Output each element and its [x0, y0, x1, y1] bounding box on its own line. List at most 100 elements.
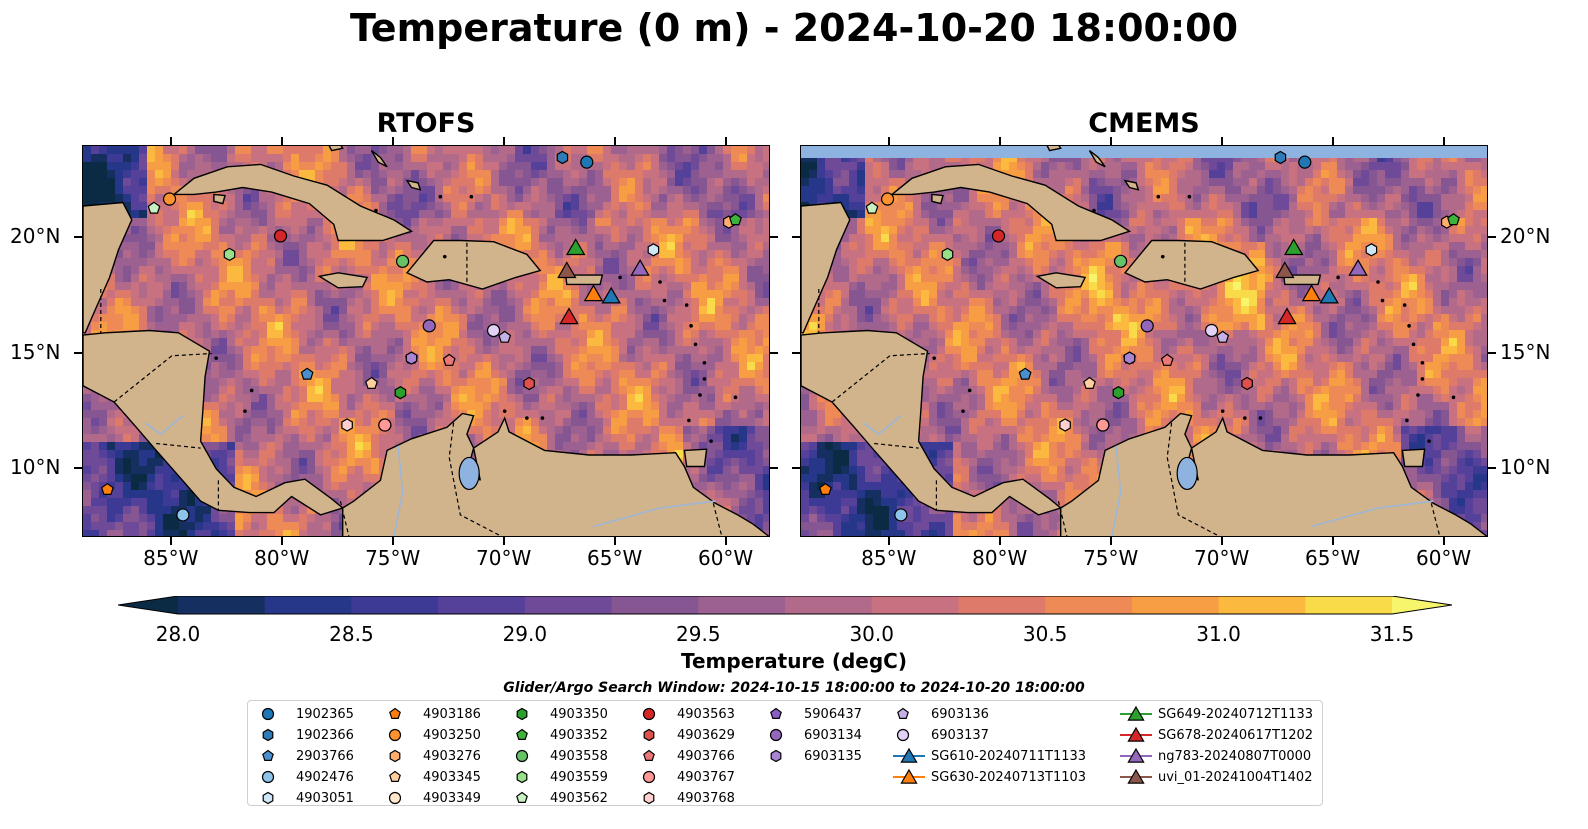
colorbar-segment [785, 596, 873, 614]
legend-item: 4903558 [510, 746, 608, 766]
country-border [874, 442, 919, 449]
colorbar-segment [611, 596, 699, 614]
marker-4903559 [941, 247, 954, 262]
legend-item: 4903276 [383, 746, 481, 766]
landmass-isle_youth [213, 193, 226, 205]
legend-item: 4903767 [637, 767, 735, 787]
island [1420, 377, 1425, 381]
island [1220, 409, 1225, 413]
legend-label: SG630-20240713T1103 [931, 769, 1087, 785]
x-tick-mark [613, 537, 616, 545]
marker-6903135 [1123, 351, 1136, 365]
x-tick-mark [1442, 137, 1445, 145]
marker-4903352 [729, 213, 742, 226]
marker-2903766 [300, 367, 314, 380]
island [1405, 418, 1409, 423]
marker-4903186 [100, 482, 114, 495]
island [1451, 395, 1456, 400]
marker-1902365 [1298, 155, 1312, 169]
island [1402, 303, 1407, 307]
marker-6903137 [486, 323, 501, 338]
x-tick-mark [887, 537, 890, 545]
legend-item: 1902366 [256, 725, 354, 745]
marker-4903562 [865, 201, 879, 214]
island [1416, 393, 1420, 397]
legend-symbol [769, 728, 783, 742]
x-tick-label: 75°W [1083, 546, 1139, 570]
country-border [1166, 422, 1221, 536]
marker-SG630-20240713T1103 [1301, 284, 1322, 302]
legend-symbol [516, 770, 528, 784]
marker-1902365 [580, 155, 594, 169]
marker-4903345 [1083, 376, 1096, 389]
landmass-cuba [890, 163, 1132, 242]
legend-label: 6903136 [931, 706, 989, 722]
landmass-southAm [1060, 412, 1487, 536]
island [1187, 194, 1192, 199]
marker-uvi_01-20241004T1402 [1275, 261, 1295, 279]
island [693, 342, 698, 347]
island [689, 324, 693, 328]
marker-4903766 [1160, 353, 1174, 366]
marker-6903134 [1140, 319, 1154, 333]
legend-symbol [389, 749, 401, 763]
legend-item: 4903186 [383, 704, 481, 724]
x-tick-label: 65°W [1305, 546, 1361, 570]
colorbar-tick-label: 28.5 [329, 622, 374, 646]
legend-item: 4903051 [256, 788, 354, 808]
legend-item: 4903345 [383, 767, 481, 787]
colorbar-tick-label: 28.0 [155, 622, 201, 646]
legend-symbol [643, 791, 655, 805]
legend-item: 4903563 [637, 704, 735, 724]
marker-4903559 [223, 247, 236, 262]
marker-4903629 [1241, 376, 1253, 391]
marker-4903766 [442, 353, 456, 366]
landmass-jamaica [1035, 272, 1087, 289]
y-tick-mark [792, 236, 800, 239]
island [1092, 208, 1096, 213]
x-tick-mark [280, 137, 283, 145]
landmass-bahamas2 [1088, 150, 1106, 168]
x-tick-mark [1331, 537, 1334, 545]
river [593, 500, 716, 528]
legend-label: uvi_01-20241004T1402 [1158, 769, 1313, 785]
colorbar-segment [178, 596, 266, 614]
island [469, 194, 474, 199]
legend-symbol [262, 791, 274, 805]
country-border [831, 352, 930, 403]
legend-item: 4903349 [383, 788, 481, 808]
legend-item: 6903137 [891, 725, 989, 745]
legend: 1902365 1902366 2903766 4902476 4903051 49031… [247, 700, 1323, 806]
legend-label: 4903766 [677, 748, 735, 764]
colorbar-segment [871, 596, 959, 614]
legend-symbol [770, 707, 782, 719]
marker-ng783-20240807T0000 [1348, 258, 1368, 276]
country-border [339, 500, 350, 536]
river [144, 415, 184, 436]
x-tick-label: 80°W [972, 546, 1028, 570]
legend-label: 4903349 [423, 790, 481, 806]
marker-SG649-20240712T1133 [565, 238, 586, 256]
river [393, 445, 404, 536]
legend-item: 6903134 [764, 725, 862, 745]
x-tick-mark [502, 137, 505, 145]
landmass-hispaniola [1123, 239, 1260, 290]
y-tick-label: 20°N [1500, 224, 1551, 249]
island [658, 280, 662, 284]
country-border [113, 352, 212, 403]
panel-title-rtofs: RTOFS [376, 108, 476, 139]
legend-item: 4903562 [510, 788, 608, 808]
x-tick-mark [613, 137, 616, 145]
island [243, 409, 247, 413]
legend-symbol [516, 728, 528, 740]
marker-4903563 [991, 229, 1006, 243]
legend-symbol [1127, 726, 1145, 742]
island [1243, 416, 1247, 420]
x-tick-label: 70°W [1194, 546, 1250, 570]
x-tick-label: 85°W [143, 546, 199, 570]
y-tick-mark [74, 466, 82, 469]
legend-item: 4903350 [510, 704, 608, 724]
river [1111, 445, 1122, 536]
legend-label: 4903276 [423, 748, 481, 764]
island [1380, 298, 1385, 303]
